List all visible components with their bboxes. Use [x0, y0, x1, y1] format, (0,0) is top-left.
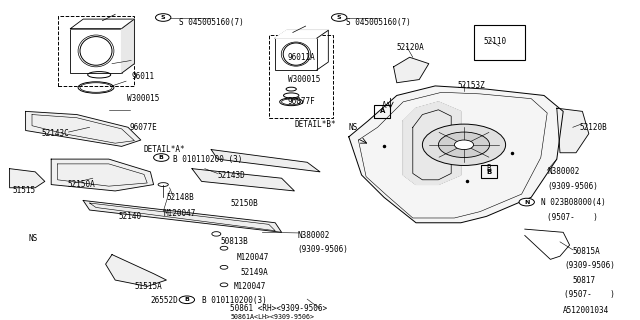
- Polygon shape: [394, 57, 429, 83]
- Bar: [58, 16, 134, 86]
- Text: M120047: M120047: [237, 253, 269, 262]
- Text: (9507-    ): (9507- ): [547, 213, 598, 222]
- Polygon shape: [83, 201, 282, 232]
- Bar: [269, 35, 333, 118]
- Polygon shape: [557, 108, 589, 153]
- Text: N380002: N380002: [547, 167, 580, 176]
- Text: B: B: [184, 297, 189, 302]
- Text: 96077E: 96077E: [130, 123, 157, 132]
- Text: 52120B: 52120B: [579, 123, 607, 132]
- Polygon shape: [26, 111, 141, 146]
- Bar: [70, 29, 122, 73]
- Polygon shape: [403, 102, 461, 185]
- Text: 52140: 52140: [118, 212, 141, 221]
- Text: (9309-9506): (9309-9506): [547, 182, 598, 191]
- Text: 52148B: 52148B: [166, 193, 194, 202]
- Text: A: A: [380, 108, 385, 114]
- Polygon shape: [122, 19, 134, 73]
- Circle shape: [179, 296, 195, 304]
- Bar: [275, 38, 317, 70]
- Circle shape: [438, 132, 490, 157]
- Text: N380002: N380002: [298, 231, 330, 240]
- Text: 96077F: 96077F: [288, 97, 316, 106]
- Polygon shape: [192, 169, 294, 191]
- Text: NS: NS: [29, 234, 38, 243]
- Text: (9507-    ): (9507- ): [564, 290, 615, 299]
- Text: 52153Z: 52153Z: [458, 81, 485, 91]
- Text: DETAIL*B*: DETAIL*B*: [294, 120, 336, 129]
- Text: B 010110200(3): B 010110200(3): [202, 296, 266, 305]
- Text: B: B: [159, 155, 164, 160]
- Polygon shape: [349, 86, 563, 223]
- Text: A: A: [382, 100, 387, 109]
- Circle shape: [454, 140, 474, 149]
- Bar: [481, 165, 497, 178]
- Text: 52143C: 52143C: [42, 129, 69, 138]
- Polygon shape: [10, 169, 45, 188]
- Text: B: B: [486, 164, 491, 173]
- Text: 52150B: 52150B: [230, 199, 258, 208]
- Text: 51515A: 51515A: [134, 282, 162, 291]
- Text: A512001034: A512001034: [563, 306, 609, 315]
- Text: 52143D: 52143D: [218, 171, 245, 180]
- Polygon shape: [275, 30, 328, 38]
- Polygon shape: [70, 19, 134, 29]
- Text: S: S: [337, 15, 342, 20]
- Text: N: N: [524, 200, 529, 204]
- Text: 52120A: 52120A: [397, 43, 424, 52]
- Polygon shape: [51, 159, 154, 191]
- Text: 52150A: 52150A: [67, 180, 95, 189]
- Text: W300015: W300015: [127, 94, 159, 103]
- Text: N 023B08000(4): N 023B08000(4): [541, 197, 605, 207]
- Text: M120047: M120047: [163, 209, 196, 218]
- Text: 96011A: 96011A: [288, 53, 316, 62]
- Text: 50815A: 50815A: [573, 247, 600, 256]
- Text: 52110: 52110: [483, 37, 506, 46]
- Text: M120047: M120047: [234, 282, 266, 291]
- Polygon shape: [106, 255, 166, 286]
- Text: 50861A<LH><9309-9506>: 50861A<LH><9309-9506>: [230, 314, 314, 320]
- Circle shape: [422, 124, 506, 165]
- Text: W300015: W300015: [288, 75, 321, 84]
- Text: DETAIL*A*: DETAIL*A*: [144, 145, 186, 154]
- Text: S 045005160(7): S 045005160(7): [179, 18, 244, 27]
- Text: S 045005160(7): S 045005160(7): [346, 18, 410, 27]
- Bar: [374, 105, 390, 118]
- Text: B 010110200 (3): B 010110200 (3): [173, 155, 242, 164]
- Text: 50861 <RH><9309-9506>: 50861 <RH><9309-9506>: [230, 304, 328, 313]
- Circle shape: [332, 14, 347, 21]
- Text: 52149A: 52149A: [240, 268, 268, 276]
- Text: S: S: [161, 15, 166, 20]
- Text: NS: NS: [349, 123, 358, 132]
- Text: 50813B: 50813B: [221, 237, 248, 246]
- Polygon shape: [211, 149, 320, 172]
- Circle shape: [154, 154, 169, 161]
- Bar: [474, 26, 525, 60]
- Text: (9309-9506): (9309-9506): [298, 245, 348, 254]
- Text: 96011: 96011: [131, 72, 154, 81]
- Text: B: B: [486, 169, 492, 175]
- Text: 51515: 51515: [13, 187, 36, 196]
- Text: 26552D: 26552D: [150, 296, 178, 305]
- Text: 50817: 50817: [573, 276, 596, 284]
- Text: (9309-9506): (9309-9506): [564, 261, 615, 270]
- Circle shape: [519, 198, 534, 206]
- Circle shape: [156, 14, 171, 21]
